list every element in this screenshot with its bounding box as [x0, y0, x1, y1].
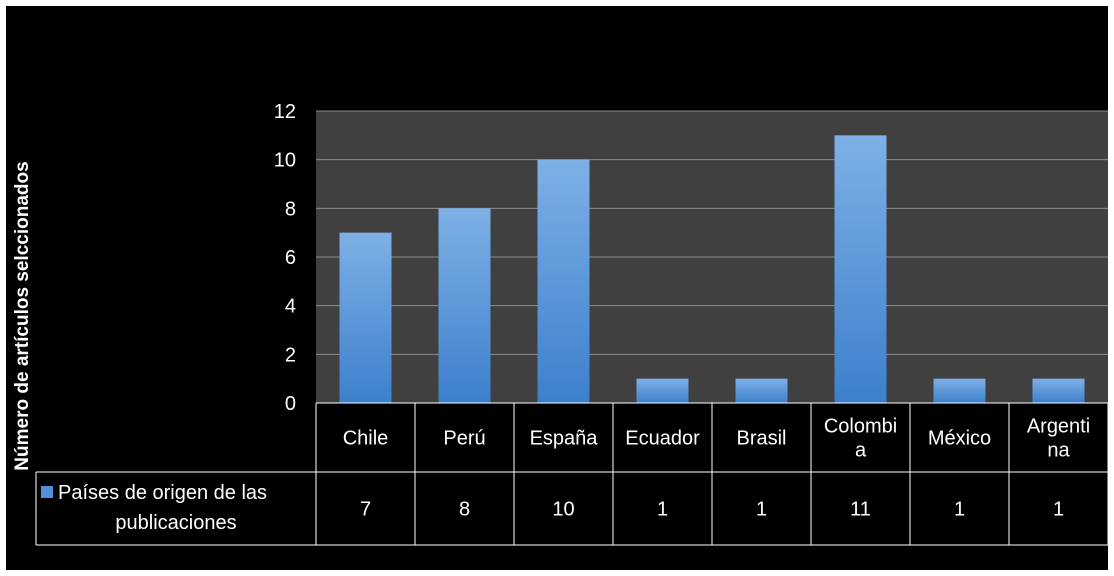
y-axis-ticks: 0 2 4 6 8 10 12 — [274, 101, 296, 415]
y-tick-label: 4 — [285, 296, 296, 318]
x-category-label: Brasil — [736, 428, 786, 450]
data-table-value: 1 — [756, 499, 767, 521]
bar-brasil — [735, 378, 788, 403]
x-category-label: España — [530, 428, 599, 450]
y-tick-label: 8 — [285, 198, 296, 220]
data-table-value: 11 — [850, 499, 871, 521]
y-tick-label: 6 — [285, 247, 296, 269]
data-table-value: 1 — [954, 499, 965, 521]
x-category-label: a — [855, 440, 867, 462]
chart-frame: 0 2 4 6 8 10 12 Chile Perú España Ecuador Brasil Co… — [6, 6, 1108, 570]
bar-españa — [537, 159, 590, 403]
legend-key — [41, 486, 53, 498]
bars — [339, 135, 1085, 404]
legend-label: Países de origen de las — [58, 482, 267, 504]
x-category-label: Perú — [443, 428, 485, 450]
bar-chart: 0 2 4 6 8 10 12 Chile Perú España Ecuador Brasil Co… — [12, 101, 1108, 546]
y-axis-label: Número de artículos selccionados — [12, 161, 33, 470]
data-table-value: 1 — [657, 499, 668, 521]
bar-ecuador — [636, 378, 689, 403]
x-category-label: México — [928, 428, 991, 450]
x-category-label: Chile — [343, 428, 389, 450]
bar-chile — [339, 232, 392, 403]
x-category-label: Ecuador — [625, 428, 700, 450]
x-category-label: Argenti — [1027, 416, 1090, 438]
y-tick-label: 0 — [285, 393, 296, 415]
bar-perú — [438, 208, 491, 403]
x-category-label: na — [1047, 440, 1070, 462]
bar-colombia — [834, 135, 887, 404]
y-tick-label: 2 — [285, 344, 296, 366]
legend-label: publicaciones — [115, 512, 236, 534]
bar-argentina — [1032, 378, 1085, 403]
y-tick-label: 10 — [274, 150, 296, 172]
bar-méxico — [933, 378, 986, 403]
data-table-value: 1 — [1053, 499, 1064, 521]
data-table-value: 8 — [459, 499, 470, 521]
x-category-label: Colombi — [824, 416, 897, 438]
data-table-value: 7 — [360, 499, 371, 521]
y-tick-label: 12 — [274, 101, 296, 123]
data-table-value: 10 — [552, 499, 574, 521]
